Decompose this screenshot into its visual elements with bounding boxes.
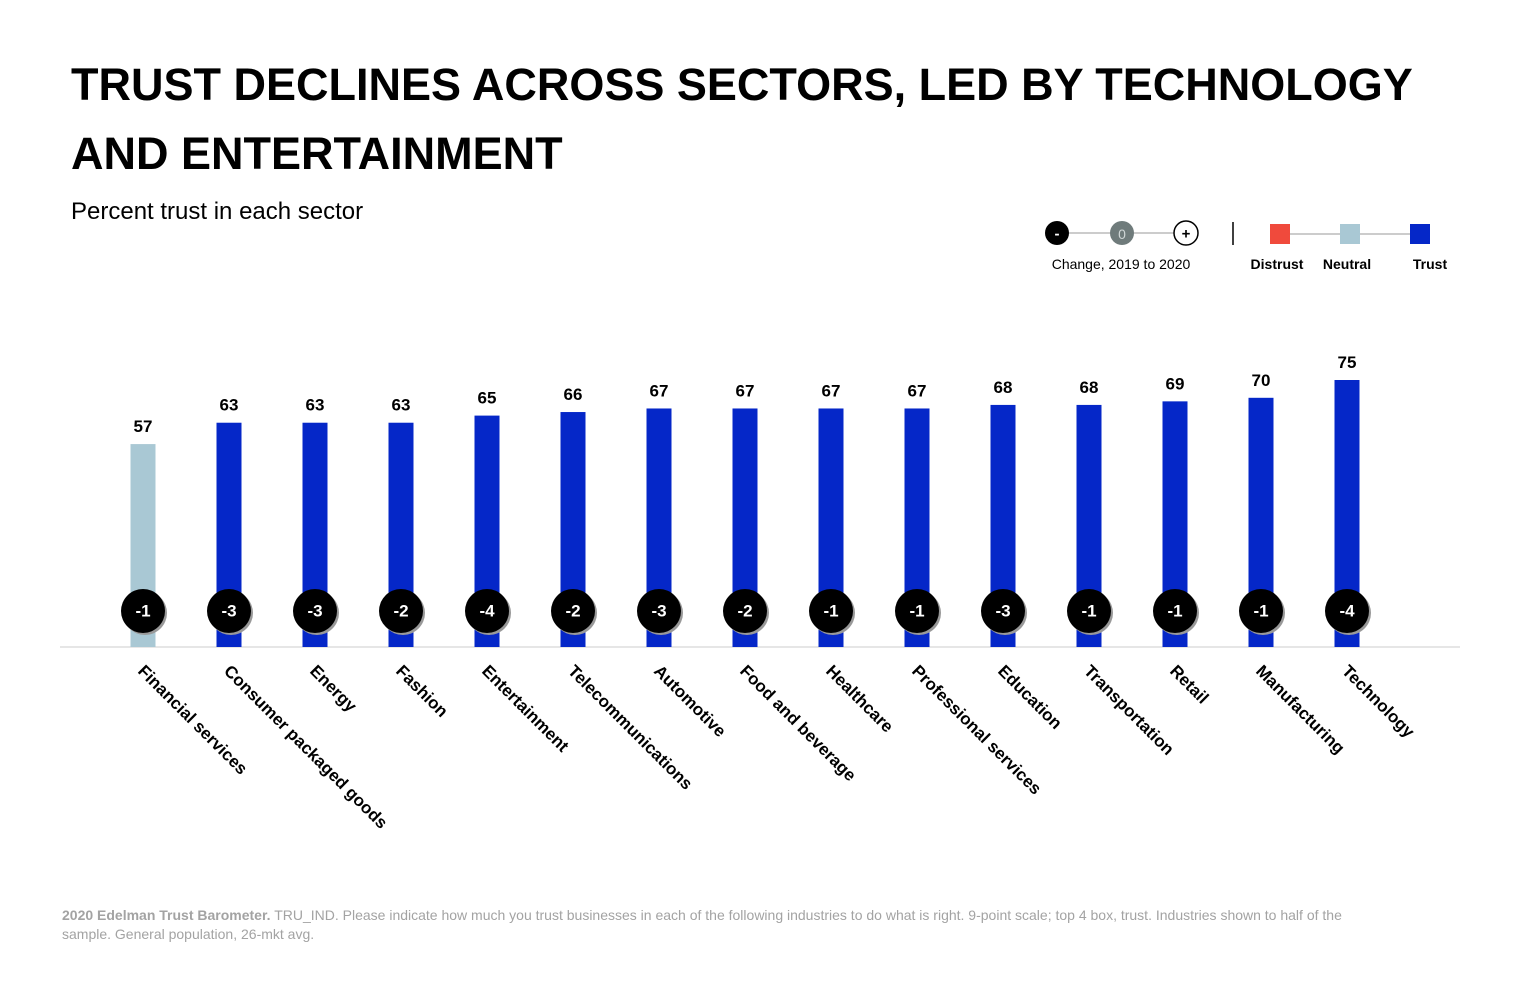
legend-label: Trust [1413,256,1448,272]
x-tick-label: Fashion [392,661,452,721]
change-marker [379,589,423,633]
x-tick-label: Technology [1338,661,1418,741]
change-marker [981,589,1025,633]
value-label: 67 [822,381,841,400]
chart-title: TRUST DECLINES ACROSS SECTORS, LED BY TE… [71,59,1413,110]
x-tick-label: Energy [306,661,361,716]
change-marker [551,589,595,633]
legend-swatch [1270,224,1290,244]
value-label: 75 [1338,353,1357,372]
change-marker [465,589,509,633]
value-label: 65 [478,389,497,408]
legend-minus [1045,221,1069,245]
chart-subtitle: Percent trust in each sector [71,198,363,225]
change-label: -3 [651,602,666,621]
change-marker [809,589,853,633]
value-label: 63 [220,396,239,415]
legend-swatch [1410,224,1430,244]
footnote-text: TRU_IND. Please indicate how much you tr… [62,907,1342,942]
legend-swatch [1340,224,1360,244]
legend-symbol: 0 [1118,226,1126,242]
change-label: -1 [135,602,150,621]
change-marker [207,589,251,633]
footnote: 2020 Edelman Trust Barometer. TRU_IND. P… [62,906,1362,944]
change-marker [1325,589,1369,633]
legend-symbol: + [1182,226,1191,243]
chart: TRUST DECLINES ACROSS SECTORS, LED BY TE… [60,59,1460,832]
value-label: 68 [994,378,1013,397]
change-marker [1239,589,1283,633]
change-label: -1 [909,602,924,621]
chart-title: AND ENTERTAINMENT [71,128,563,179]
value-label: 67 [908,381,927,400]
x-tick-label: Education [994,661,1066,733]
x-tick-label: Healthcare [822,661,897,736]
change-marker [293,589,337,633]
x-tick-label: Consumer packaged goods [220,661,391,832]
x-tick-label: Transportation [1080,661,1178,759]
change-label: -1 [1167,602,1182,621]
value-label: 66 [564,385,583,404]
legend-zero [1110,221,1134,245]
change-label: -2 [737,602,752,621]
x-tick-label: Automotive [650,661,730,741]
legend-label: Neutral [1323,256,1371,272]
change-marker [1067,589,1111,633]
change-label: -3 [995,602,1010,621]
change-label: -1 [823,602,838,621]
value-label: 67 [736,381,755,400]
value-label: 63 [392,396,411,415]
value-label: 70 [1252,371,1271,390]
change-label: -4 [479,602,495,621]
change-label: -1 [1081,602,1096,621]
value-label: 67 [650,381,669,400]
x-tick-label: Retail [1166,661,1212,707]
change-label: -1 [1253,602,1268,621]
change-label: -3 [221,602,236,621]
value-label: 57 [134,417,153,436]
value-label: 69 [1166,374,1185,393]
change-label: -4 [1339,602,1355,621]
legend-label: Change, 2019 to 2020 [1052,256,1191,272]
value-label: 68 [1080,378,1099,397]
change-marker [121,589,165,633]
change-marker [895,589,939,633]
change-marker [723,589,767,633]
footnote-source: 2020 Edelman Trust Barometer. [62,907,271,923]
change-label: -2 [565,602,580,621]
change-marker [1153,589,1197,633]
change-marker [637,589,681,633]
legend-label: Distrust [1251,256,1304,272]
value-label: 63 [306,396,325,415]
legend-plus [1173,220,1199,246]
x-tick-label: Entertainment [478,661,572,755]
x-tick-label: Manufacturing [1252,661,1348,757]
change-label: -2 [393,602,408,621]
legend-symbol: - [1055,226,1060,243]
change-label: -3 [307,602,322,621]
